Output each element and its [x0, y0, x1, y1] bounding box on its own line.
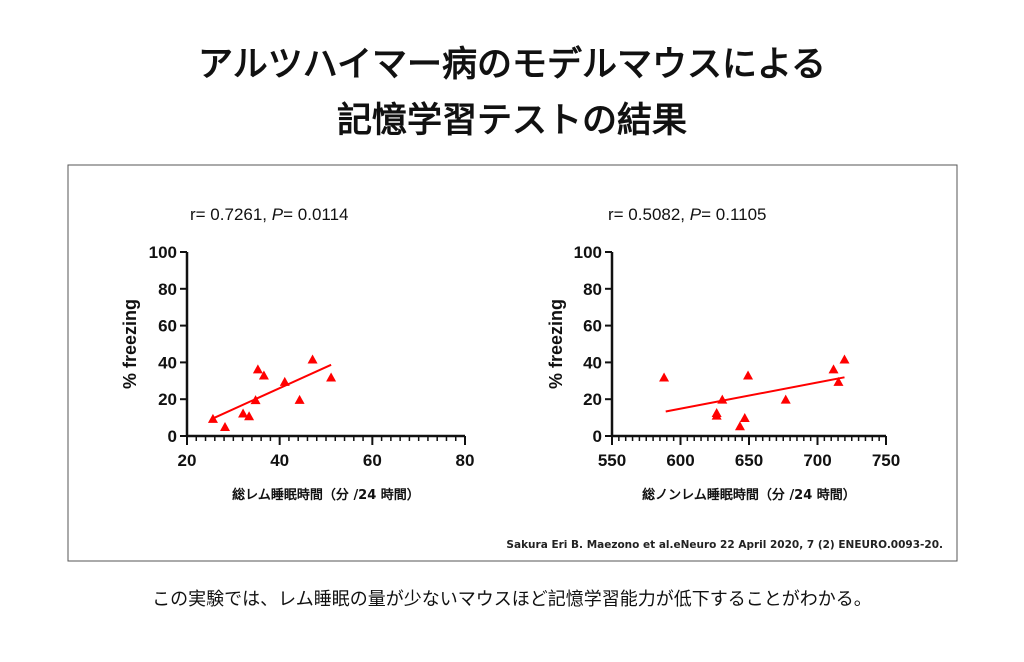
data-point-triangle [711, 410, 722, 420]
caption: この実験では、レム睡眠の量が少ないマウスほど記憶学習能力が低下することがわかる。 [152, 589, 872, 610]
data-point-triangle [828, 364, 839, 374]
x-tick-label: 20 [178, 451, 197, 470]
x-axis-label: 総ノンレム睡眠時間（分 /24 時間） [642, 487, 856, 503]
data-point-triangle [294, 394, 305, 404]
y-tick-label: 0 [593, 427, 602, 446]
stat-p-label: P [272, 205, 284, 224]
x-tick-label: 40 [270, 451, 289, 470]
data-point-triangle [207, 413, 218, 423]
regression-line [213, 363, 332, 419]
source-note: Sakura Eri B. Maezono et al.eNeuro 22 Ap… [506, 539, 943, 551]
y-tick-label: 100 [574, 243, 602, 262]
regression-line [665, 376, 845, 413]
y-tick-label: 20 [158, 390, 177, 409]
data-point-triangle [743, 370, 754, 380]
y-tick-label: 0 [168, 427, 177, 446]
x-tick-label: 600 [666, 451, 694, 470]
x-axis-label: 総レム睡眠時間（分 /24 時間） [232, 487, 420, 503]
stat-text: r= 0.7261, P= 0.0114 [190, 205, 349, 224]
y-tick-label: 40 [583, 353, 602, 372]
y-tick-label: 100 [149, 243, 177, 262]
stat-r: r= 0.5082, [608, 205, 690, 224]
x-tick-label: 80 [456, 451, 475, 470]
data-point-triangle [307, 354, 318, 364]
title-line-2: 記憶学習テストの結果 [337, 100, 687, 141]
data-point-triangle [258, 370, 269, 380]
title-line-1: アルツハイマー病のモデルマウスによる [198, 44, 826, 85]
y-tick-label: 80 [158, 280, 177, 299]
stat-p-value: = 0.1105 [701, 205, 766, 224]
x-tick-label: 60 [363, 451, 382, 470]
x-tick-label: 650 [735, 451, 763, 470]
stat-r: r= 0.7261, [190, 205, 272, 224]
data-point-triangle [833, 376, 844, 386]
x-tick-label: 700 [803, 451, 831, 470]
data-point-triangle [244, 411, 255, 421]
y-axis-label: % freezing [120, 299, 140, 389]
data-point-triangle [739, 412, 750, 422]
y-tick-label: 40 [158, 353, 177, 372]
stat-p-value: = 0.0114 [283, 205, 348, 224]
data-point-triangle [238, 408, 249, 418]
y-tick-label: 20 [583, 390, 602, 409]
y-tick-label: 60 [158, 317, 177, 336]
y-tick-label: 80 [583, 280, 602, 299]
chart-nonrem-sleep: r= 0.5082, P= 0.1105 0 20 40 60 80 100 550 600 65… [546, 205, 900, 503]
x-tick-label: 550 [598, 451, 626, 470]
data-point-triangle [659, 372, 670, 382]
y-tick-label: 60 [583, 317, 602, 336]
data-point-triangle [219, 421, 230, 431]
data-point-triangle [734, 421, 745, 431]
data-point-triangle [717, 394, 728, 404]
data-point-triangle [279, 376, 290, 386]
chart-frame [67, 164, 958, 562]
data-point-triangle [839, 354, 850, 364]
data-point-triangle [326, 372, 337, 382]
stat-p-label: P [690, 205, 702, 224]
data-point-triangle [250, 395, 261, 405]
stat-text: r= 0.5082, P= 0.1105 [608, 205, 767, 224]
y-axis-label: % freezing [546, 299, 566, 389]
data-point-triangle [252, 364, 263, 374]
data-point-triangle [780, 394, 791, 404]
x-tick-label: 750 [872, 451, 900, 470]
